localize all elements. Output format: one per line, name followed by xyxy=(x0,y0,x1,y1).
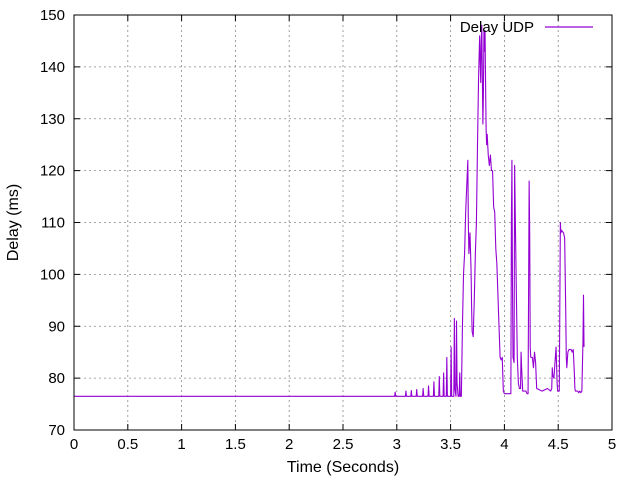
x-tick-label: 2 xyxy=(285,436,293,453)
y-tick-label: 90 xyxy=(48,318,65,335)
plot-border xyxy=(73,14,613,431)
x-tick-label: 4 xyxy=(500,436,508,453)
y-tick-label: 150 xyxy=(40,7,65,24)
y-tick-label: 110 xyxy=(41,215,65,232)
series-line-delay-udp xyxy=(74,24,585,397)
x-tick-label: 3 xyxy=(393,436,401,453)
x-tick-label: 2.5 xyxy=(333,436,354,453)
legend: Delay UDP xyxy=(460,19,593,36)
y-tick-label: 80 xyxy=(48,370,65,387)
x-tick-label: 1 xyxy=(177,436,185,453)
y-axis-title: Delay (ms) xyxy=(5,184,22,261)
y-tick-label: 100 xyxy=(40,266,65,283)
tick-labels: 0 0.5 1 1.5 2 2.5 3 3.5 4 4.5 5 70 80 90 100 110 120 130 1… xyxy=(40,7,616,453)
x-tick-label: 4.5 xyxy=(548,436,569,453)
y-tick-label: 70 xyxy=(48,422,65,439)
x-tick-label: 3.5 xyxy=(440,436,461,453)
x-tick-label: 0 xyxy=(70,436,78,453)
y-tick-label: 130 xyxy=(40,111,65,128)
legend-label: Delay UDP xyxy=(460,19,534,36)
y-tick-label: 140 xyxy=(40,59,65,76)
x-tick-label: 1.5 xyxy=(225,436,246,453)
y-tick-label: 120 xyxy=(40,163,65,180)
x-tick-label: 0.5 xyxy=(117,436,138,453)
series-layer xyxy=(74,24,585,397)
x-axis-title: Time (Seconds) xyxy=(287,459,399,476)
x-tick-label: 5 xyxy=(608,436,616,453)
